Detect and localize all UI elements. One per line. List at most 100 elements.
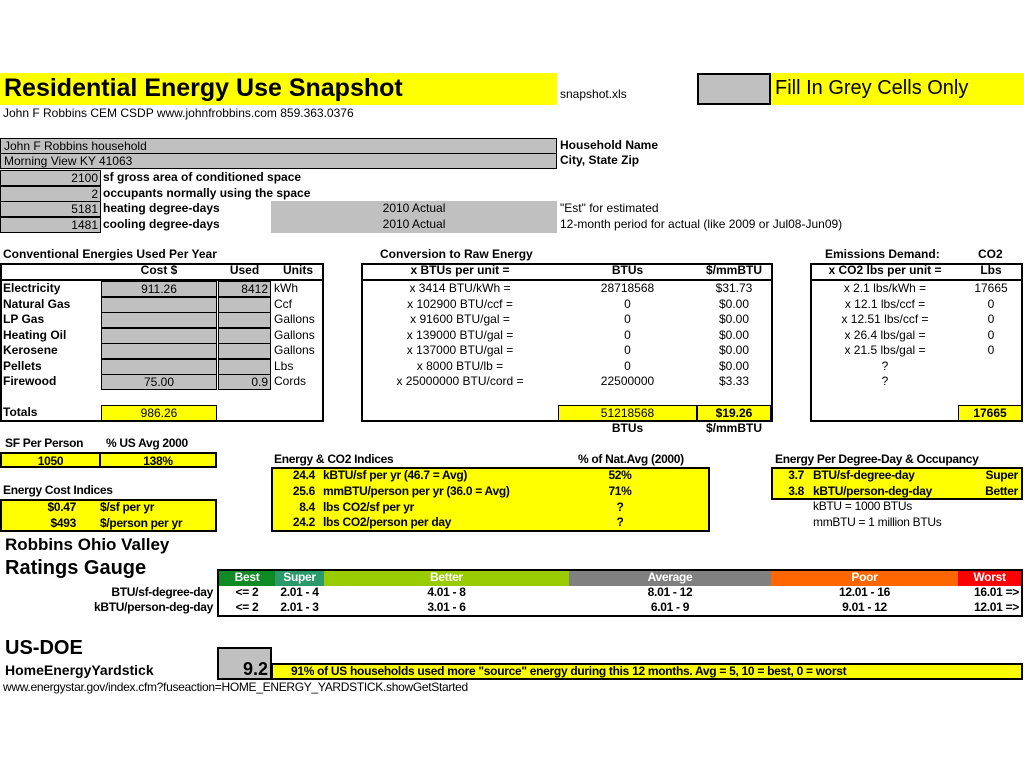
energy-name: Electricity <box>3 281 61 295</box>
degree-day-title: Energy Per Degree-Day & Occupancy <box>775 452 979 466</box>
emissions-title: Emissions Demand: <box>825 247 940 261</box>
co2-factor: ? <box>881 358 889 373</box>
co2-lbs <box>960 374 1022 390</box>
gauge-range: 2.01 - 3 <box>280 600 319 614</box>
co2-total: 17665 <box>958 405 1022 421</box>
note-text: mmBTU = 1 million BTUs <box>813 514 942 529</box>
filename-label: snapshot.xls <box>560 87 627 101</box>
cost-per-mmbtu: $31.73 <box>715 281 753 295</box>
btus-value: 0 <box>624 296 631 311</box>
index-value: 24.4 <box>292 468 315 482</box>
city-input[interactable]: Morning View KY 41063 <box>0 153 557 169</box>
data-period-input[interactable]: 2010 Actual <box>271 201 557 217</box>
gauge-row-label: BTU/sf-degree-day <box>111 585 213 599</box>
note-text: kBTU = 1000 BTUs <box>813 499 912 513</box>
cost-per-mmbtu: $0.00 <box>718 358 750 373</box>
co2-indices-title: Energy & CO2 Indices <box>274 452 394 466</box>
btus-footer: BTUs <box>611 421 644 435</box>
gauge-range: 4.01 - 8 <box>427 585 466 599</box>
yardstick-url[interactable]: www.energystar.gov/index.cfm?fuseaction=… <box>3 680 468 694</box>
gauge-range: 12.01 => <box>974 600 1019 614</box>
used-input[interactable] <box>218 343 271 359</box>
conversion-factor: x 102900 BTU/ccf = <box>407 296 513 311</box>
energy-name: Pellets <box>3 358 42 373</box>
btus-value: 0 <box>624 312 631 326</box>
household-value-input[interactable]: 1481 <box>0 216 101 233</box>
co2-lbs: 0 <box>987 343 995 357</box>
column-header: % US Avg 2000 <box>106 436 188 450</box>
index-value: 25.6 <box>292 483 315 498</box>
used-input[interactable] <box>218 327 271 344</box>
gauge-level-poor: Poor <box>771 571 958 586</box>
household-row-label: occupants normally using the space <box>103 185 311 200</box>
totals-label: Totals <box>3 405 38 419</box>
degree-day-box <box>771 467 1023 500</box>
co2-indices-box <box>271 467 710 532</box>
used-input[interactable] <box>218 296 271 313</box>
column-header: Units <box>283 263 313 277</box>
cost-indices-title: Energy Cost Indices <box>3 483 113 497</box>
cost-input[interactable] <box>101 296 217 313</box>
co2-factor: x 12.1 lbs/ccf = <box>844 296 926 311</box>
index-label: lbs CO2/sf per yr <box>323 499 414 514</box>
household-name-input[interactable]: John F Robbins household <box>0 138 557 154</box>
pct-us-avg: 138% <box>99 452 217 468</box>
total-btus: 51218568 <box>558 405 697 421</box>
hint-text: 12-month period for actual (like 2009 or… <box>560 216 843 231</box>
index-label: kBTU/sf per yr (46.7 = Avg) <box>323 468 468 482</box>
column-header: Used <box>229 263 260 277</box>
city-label: City, State Zip <box>560 153 640 167</box>
cost-input[interactable]: 911.26 <box>101 281 217 297</box>
index-pct: 52% <box>608 468 632 482</box>
data-period-input[interactable]: 2010 Actual <box>271 216 557 233</box>
cost-input[interactable] <box>101 343 217 359</box>
cost-per-mmbtu: $0.00 <box>718 327 750 342</box>
column-header: Cost $ <box>140 263 178 277</box>
gauge-level-super: Super <box>275 571 324 586</box>
gauge-range: 3.01 - 6 <box>427 600 466 614</box>
index-value: 3.8 <box>788 483 804 498</box>
household-row-label: cooling degree-days <box>103 216 220 231</box>
energies-table <box>0 263 324 422</box>
btus-value: 0 <box>624 358 631 373</box>
gauge-range: 2.01 - 4 <box>280 585 319 599</box>
divider <box>810 279 1023 281</box>
energies-title: Conventional Energies Used Per Year <box>3 247 217 261</box>
cost-input[interactable]: 75.00 <box>101 374 217 390</box>
sf-per-person: 1050 <box>0 452 101 468</box>
hint-text: "Est" for estimated <box>560 201 659 215</box>
cost-input[interactable] <box>101 312 217 328</box>
gauge-level-best: Best <box>219 571 275 586</box>
cost-per-mmbtu: $0.00 <box>718 343 750 357</box>
conversion-factor: x 137000 BTU/gal = <box>406 343 514 357</box>
co2-lbs: 17665 <box>974 281 1008 295</box>
gauge-range: <= 2 <box>235 585 259 599</box>
unit-label: Lbs <box>274 358 294 373</box>
divider <box>0 279 324 281</box>
household-value-input[interactable]: 2100 <box>0 170 101 186</box>
index-value: $493 <box>50 515 77 530</box>
yardstick-score-input[interactable]: 9.2 <box>217 647 272 680</box>
used-input[interactable] <box>218 358 271 375</box>
cost-per-mmbtu: $3.33 <box>718 374 750 388</box>
column-header: Lbs <box>980 263 1002 277</box>
household-value-input[interactable]: 5181 <box>0 201 101 217</box>
index-label: lbs CO2/person per day <box>323 515 452 530</box>
index-label: $/person per yr <box>100 515 183 530</box>
energy-name: Firewood <box>3 374 57 388</box>
used-input[interactable]: 0.9 <box>218 374 271 390</box>
total-cost-per-mmbtu: $19.26 <box>697 405 771 421</box>
used-input[interactable]: 8412 <box>218 281 271 297</box>
energy-name: Kerosene <box>3 343 58 357</box>
co2-title: CO2 <box>978 247 1003 261</box>
cost-input[interactable] <box>101 358 217 375</box>
gauge-range: <= 2 <box>235 600 259 614</box>
gauge-range: 6.01 - 9 <box>650 600 690 614</box>
conversion-factor: x 139000 BTU/gal = <box>406 327 514 342</box>
page-title: Residential Energy Use Snapshot <box>0 73 557 105</box>
used-input[interactable] <box>218 312 271 328</box>
index-label: BTU/sf-degree-day <box>813 468 915 482</box>
cost-input[interactable] <box>101 327 217 344</box>
household-value-input[interactable]: 2 <box>0 185 101 202</box>
index-pct: ? <box>616 499 624 514</box>
